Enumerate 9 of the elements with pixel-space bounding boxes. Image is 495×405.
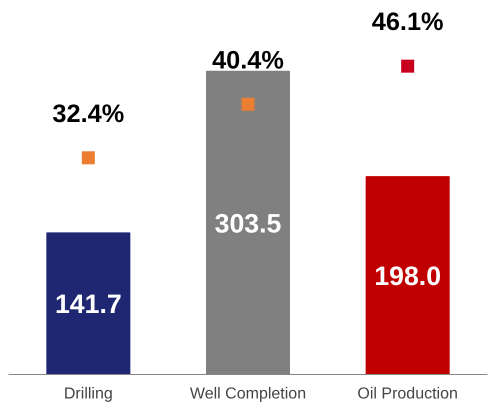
data-label: 46.1% bbox=[372, 8, 444, 36]
data-label: 198.0 bbox=[374, 261, 442, 292]
data-label: 40.4% bbox=[212, 46, 284, 74]
x-tick-label: Oil Production bbox=[357, 386, 458, 402]
x-tick-label: Drilling bbox=[64, 386, 113, 402]
data-label: 141.7 bbox=[54, 289, 122, 320]
x-tick-label: Well Completion bbox=[190, 386, 306, 402]
data-label: 32.4% bbox=[52, 100, 124, 128]
data-label: 303.5 bbox=[214, 208, 282, 238]
